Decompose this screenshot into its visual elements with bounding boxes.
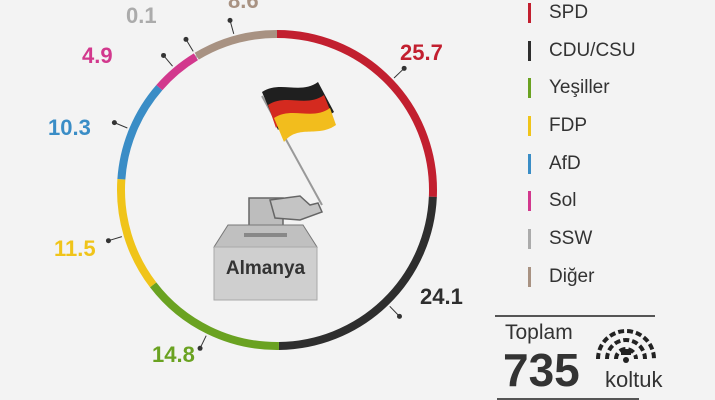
- total-seats: Toplam 735 koltuk: [495, 315, 662, 400]
- leader-dot: [105, 238, 111, 244]
- legend-swatch: [528, 78, 531, 99]
- legend-label: SPD: [549, 1, 589, 23]
- legend-item: SPD: [528, 0, 636, 32]
- value-label: 14.8: [152, 342, 195, 367]
- legend-swatch: [528, 40, 531, 61]
- total-value: 735: [503, 344, 580, 396]
- parliament-seats-icon: [596, 329, 656, 363]
- ring-segment-sol: [156, 53, 199, 91]
- ring-segment-ssw: [195, 54, 198, 59]
- leader-dot: [227, 17, 233, 23]
- legend-swatch: [528, 191, 531, 212]
- legend-swatch: [528, 266, 531, 287]
- legend-item: AfD: [528, 145, 636, 183]
- value-label: 11.5: [54, 236, 96, 261]
- legend-swatch: [528, 115, 531, 136]
- legend-label: FDP: [549, 114, 587, 136]
- leader-dot: [396, 313, 402, 319]
- total-label: Toplam: [505, 321, 573, 344]
- total-unit: koltuk: [605, 367, 663, 392]
- legend-label: AfD: [549, 152, 581, 174]
- ring-segment-yeiller: [149, 282, 280, 350]
- leader-dot: [161, 52, 167, 58]
- legend-item: Sol: [528, 182, 636, 220]
- legend-item: Diğer: [528, 258, 636, 296]
- divider: [495, 315, 655, 317]
- leader-dot: [401, 65, 407, 71]
- legend: SPD CDU/CSU Yeşiller FDP AfD Sol SSW Diğer: [528, 0, 636, 296]
- value-label: 25.7: [400, 40, 443, 65]
- legend-item: CDU/CSU: [528, 32, 636, 70]
- legend-item: FDP: [528, 107, 636, 145]
- value-label: 24.1: [420, 284, 463, 309]
- leader-dot: [197, 345, 203, 351]
- leader-dot: [111, 120, 117, 126]
- value-label: 10.3: [48, 115, 91, 140]
- legend-swatch: [528, 228, 531, 249]
- value-label: 8.6: [228, 0, 259, 13]
- legend-label: SSW: [549, 227, 593, 249]
- ring-segment-cducsu: [278, 196, 437, 350]
- value-label: 4.9: [82, 43, 113, 68]
- leader-dot: [183, 36, 189, 42]
- ring-segment-fdp: [117, 178, 157, 288]
- legend-item: SSW: [528, 220, 636, 258]
- legend-label: Diğer: [549, 265, 595, 287]
- ring-segment-afd: [117, 84, 163, 180]
- ring-segment-dier: [194, 30, 278, 60]
- ring-segment-spd: [276, 30, 437, 198]
- legend-swatch: [528, 2, 531, 23]
- legend-swatch: [528, 153, 531, 174]
- legend-label: Sol: [549, 190, 577, 212]
- legend-label: CDU/CSU: [549, 39, 636, 61]
- ballot-box-icon: [213, 82, 336, 301]
- legend-item: Yeşiller: [528, 69, 636, 107]
- divider: [497, 398, 639, 400]
- legend-label: Yeşiller: [549, 77, 610, 99]
- value-label: 0.1: [126, 3, 157, 28]
- country-label: Almanya: [225, 258, 306, 279]
